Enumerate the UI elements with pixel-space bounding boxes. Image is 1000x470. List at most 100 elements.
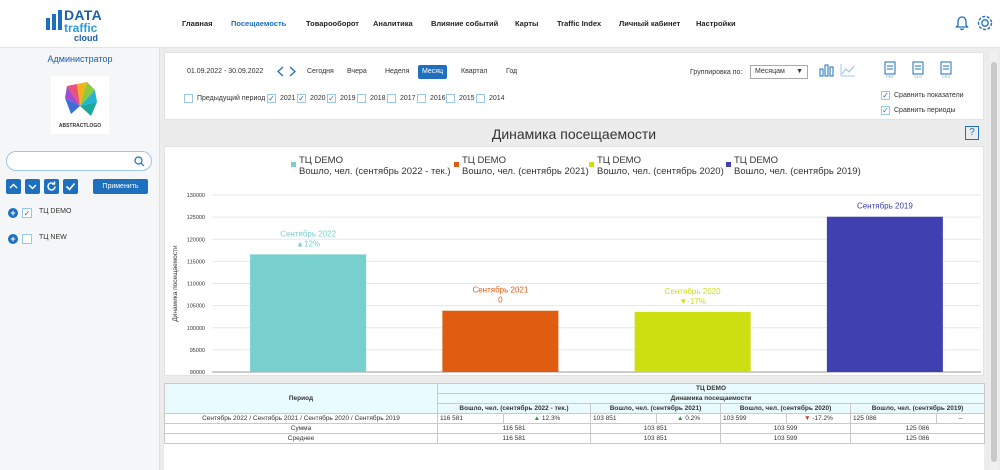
collapse-up-button[interactable] — [6, 179, 21, 194]
compare-metrics-checkbox[interactable]: ✓ — [881, 91, 890, 100]
compare-periods-label: Сравнить периоды — [894, 107, 956, 114]
compare-periods-checkbox[interactable]: ✓ — [881, 106, 890, 115]
nav-item-maps[interactable]: Карты — [515, 19, 539, 28]
data-traffic-cloud-logo[interactable]: DATA traffic cloud — [46, 8, 106, 44]
bar — [250, 254, 367, 372]
bar-label: Сентябрь 2021 — [472, 286, 528, 295]
period-week[interactable]: Неделя — [385, 68, 410, 75]
object-row-new[interactable]: + ТЦ NEW — [8, 233, 148, 245]
cell-delta: 0.2% — [685, 415, 701, 422]
expand-plus-icon[interactable]: + — [8, 234, 18, 244]
nav-item-attendance[interactable]: Посещаемость — [231, 19, 287, 28]
checkbox-prev-period[interactable] — [184, 94, 193, 103]
search-icon[interactable] — [134, 156, 145, 167]
checkbox-2020[interactable]: ✓ — [297, 94, 306, 103]
legend-line2: Вошло, чел. (сентябрь 2019) — [734, 166, 861, 177]
legend-line2: Вошло, чел. (сентябрь 2021) — [462, 166, 589, 177]
nav-item-settings[interactable]: Настройки — [696, 19, 736, 28]
gear-icon[interactable] — [976, 14, 994, 32]
select-all-button[interactable] — [63, 179, 78, 194]
legend-line2: Вошло, чел. (сентябрь 2020) — [597, 166, 724, 177]
object-header: ТЦ DEMO — [436, 383, 986, 394]
y-tick-label: 120000 — [187, 237, 205, 243]
admin-label[interactable]: Администратор — [47, 54, 113, 64]
legend-swatch — [291, 162, 296, 167]
filter-panel: 01.09.2022 - 30.09.2022 Сегодня Вчера Не… — [164, 52, 984, 120]
checkbox-2015[interactable] — [446, 94, 455, 103]
arrow-up-icon: ▲ — [676, 415, 686, 422]
checkbox-2021[interactable]: ✓ — [267, 94, 276, 103]
checkbox-2017[interactable] — [387, 94, 396, 103]
checkbox-label: 2018 — [370, 95, 386, 102]
checkbox-label: 2020 — [310, 95, 326, 102]
apply-button[interactable]: Применить — [93, 179, 148, 194]
legend-item-2019[interactable]: ТЦ DEMO Вошло, чел. (сентябрь 2019) — [726, 155, 861, 177]
grouping-select[interactable]: Месяцам ▼ — [750, 65, 808, 79]
row-period: Сентябрь 2022 / Сентябрь 2021 / Сентябрь… — [164, 413, 438, 424]
help-button[interactable]: ? — [965, 126, 979, 140]
avg-value: 116 581 — [437, 433, 591, 444]
legend-item-2020[interactable]: ТЦ DEMO Вошло, чел. (сентябрь 2020) — [589, 155, 724, 177]
company-logo-text: ABSTRACTLOGO — [58, 123, 102, 129]
checkbox-2018[interactable] — [357, 94, 366, 103]
checkbox-label: Предыдущий период — [197, 95, 266, 102]
refresh-button[interactable] — [44, 179, 59, 194]
object-checkbox[interactable] — [22, 234, 32, 244]
period-yesterday[interactable]: Вчера — [347, 68, 367, 75]
chevron-right-icon[interactable] — [287, 66, 297, 77]
y-tick-label: 115000 — [187, 259, 205, 265]
legend-item-2021[interactable]: ТЦ DEMO Вошло, чел. (сентябрь 2021) — [454, 155, 589, 177]
expand-plus-icon[interactable]: + — [8, 208, 18, 218]
chart-svg: 130000 125000 120000 115000 110000 105000 1000… — [172, 193, 981, 376]
logo-text-cloud: cloud — [74, 33, 98, 43]
arrow-down-icon: ▼ — [804, 415, 813, 422]
row-label: Сумма — [164, 423, 438, 434]
period-month[interactable]: Месяц — [418, 65, 448, 79]
object-checkbox[interactable]: ✓ — [22, 208, 32, 218]
csv-export-icon[interactable] — [939, 61, 953, 81]
nav-item-turnover[interactable]: Товарооборот — [306, 19, 359, 28]
period-year[interactable]: Год — [506, 68, 518, 75]
cell-value: 116 581 — [437, 413, 504, 424]
bar-label: Сентябрь 2019 — [857, 202, 913, 211]
page-scrollbar[interactable] — [990, 52, 998, 470]
checkbox-2019[interactable]: ✓ — [327, 94, 336, 103]
chart-title: Динамика посещаемости — [491, 126, 657, 142]
object-row-demo[interactable]: + ✓ ТЦ DEMO — [8, 207, 148, 219]
nav-item-cabinet[interactable]: Личный кабинет — [619, 19, 681, 28]
period-quarter[interactable]: Квартал — [461, 68, 488, 75]
bar-sublabel: 0 — [498, 296, 503, 305]
legend-swatch — [589, 162, 594, 167]
legend-item-2022[interactable]: ТЦ DEMO Вошло, чел. (сентябрь 2022 - тек… — [291, 155, 451, 177]
nav-item-events[interactable]: Влияние событий — [431, 19, 499, 28]
period-today[interactable]: Сегодня — [307, 68, 334, 75]
table-row-average: Среднее 116 581 103 851 103 599 125 086 — [164, 433, 986, 444]
scroll-thumb[interactable] — [991, 62, 997, 462]
chevron-down-icon — [28, 184, 37, 190]
table-row-sum: Сумма 116 581 103 851 103 599 125 086 — [164, 423, 986, 434]
y-tick-label: 100000 — [187, 326, 205, 332]
xls-export-icon[interactable] — [911, 61, 925, 81]
sum-value: 103 851 — [590, 423, 721, 434]
logo-text-traffic: traffic — [64, 21, 98, 35]
nav-item-analytics[interactable]: Аналитика — [373, 19, 413, 28]
pdf-export-icon[interactable] — [883, 61, 897, 81]
checkbox-label: 2017 — [400, 95, 416, 102]
xls-label: XLS — [914, 74, 922, 79]
nav-item-traffic-index[interactable]: Traffic Index — [557, 19, 602, 28]
line-chart-icon[interactable] — [840, 63, 856, 77]
bar-chart-icon[interactable] — [819, 63, 835, 77]
csv-label: CSV — [941, 74, 951, 79]
chevron-left-icon[interactable] — [276, 66, 286, 77]
object-search-input[interactable] — [6, 151, 152, 171]
compare-metrics-label: Сравнить показатели — [894, 92, 964, 99]
bell-icon[interactable] — [953, 14, 971, 32]
refresh-icon — [47, 181, 56, 191]
expand-down-button[interactable] — [25, 179, 40, 194]
checkbox-2014[interactable] — [476, 94, 485, 103]
checkbox-2016[interactable] — [417, 94, 426, 103]
y-tick-label: 95000 — [190, 348, 205, 354]
checkbox-label: 2015 — [459, 95, 475, 102]
date-range[interactable]: 01.09.2022 - 30.09.2022 — [187, 68, 264, 75]
nav-item-home[interactable]: Главная — [182, 19, 213, 28]
